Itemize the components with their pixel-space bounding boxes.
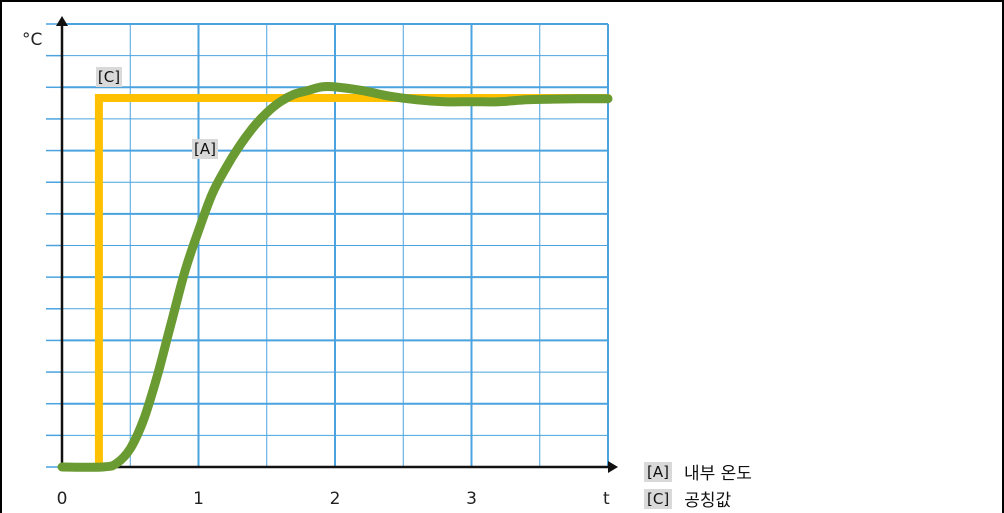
legend-key-a: [A]: [644, 461, 672, 482]
legend-item-c: [C] 공칭값: [644, 485, 752, 512]
y-axis-arrow: [56, 16, 68, 26]
x-ticks: 0 1 2 3: [57, 489, 477, 509]
x-axis-arrow: [608, 461, 618, 473]
legend-key-c: [C]: [644, 488, 673, 509]
series-labels: [C] [A]: [96, 67, 218, 159]
series-label-c-text: [C]: [98, 68, 120, 86]
legend-label-a: 내부 온도: [683, 464, 752, 484]
x-axis-label: t: [603, 489, 610, 509]
legend-label-c: 공칭값: [684, 491, 732, 511]
series-line-a: [57, 81, 613, 472]
y-axis-label: °C: [22, 30, 42, 50]
axes: °C t: [22, 16, 618, 509]
x-tick-label-0: 0: [57, 489, 68, 509]
series-label-c-box: [96, 67, 122, 87]
x-tick-label-2: 2: [330, 489, 341, 509]
legend-item-a: [A] 내부 온도: [644, 458, 752, 485]
x-tick-label-1: 1: [193, 489, 204, 509]
legend: [A] 내부 온도 [C] 공칭값: [644, 458, 752, 512]
x-tick-label-3: 3: [466, 489, 477, 509]
series-label-a: [A]: [192, 139, 218, 159]
series-label-a-text: [A]: [194, 140, 216, 158]
series: [57, 81, 613, 472]
series-label-c: [C]: [96, 67, 122, 87]
series-label-a-box: [192, 139, 218, 159]
